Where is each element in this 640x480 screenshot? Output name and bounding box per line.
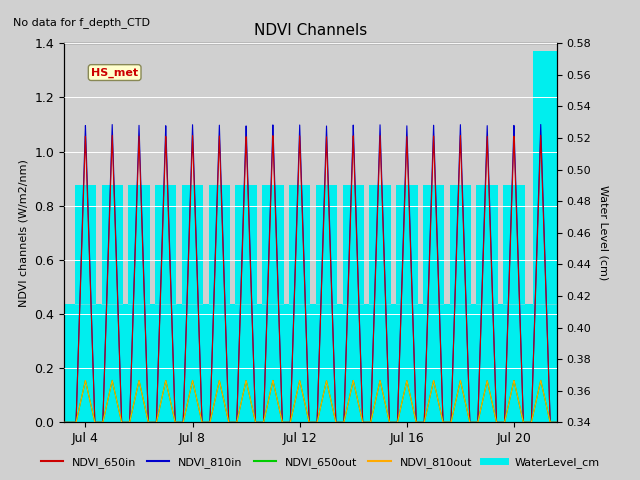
Legend: NDVI_650in, NDVI_810in, NDVI_650out, NDVI_810out, WaterLevel_cm: NDVI_650in, NDVI_810in, NDVI_650out, NDV… [36, 452, 604, 472]
Text: HS_met: HS_met [91, 67, 138, 78]
Y-axis label: Water Level (cm): Water Level (cm) [598, 185, 608, 280]
Text: No data for f_depth_CTD: No data for f_depth_CTD [13, 17, 150, 28]
Title: NDVI Channels: NDVI Channels [254, 23, 367, 38]
Y-axis label: NDVI channels (W/m2/nm): NDVI channels (W/m2/nm) [19, 159, 29, 307]
